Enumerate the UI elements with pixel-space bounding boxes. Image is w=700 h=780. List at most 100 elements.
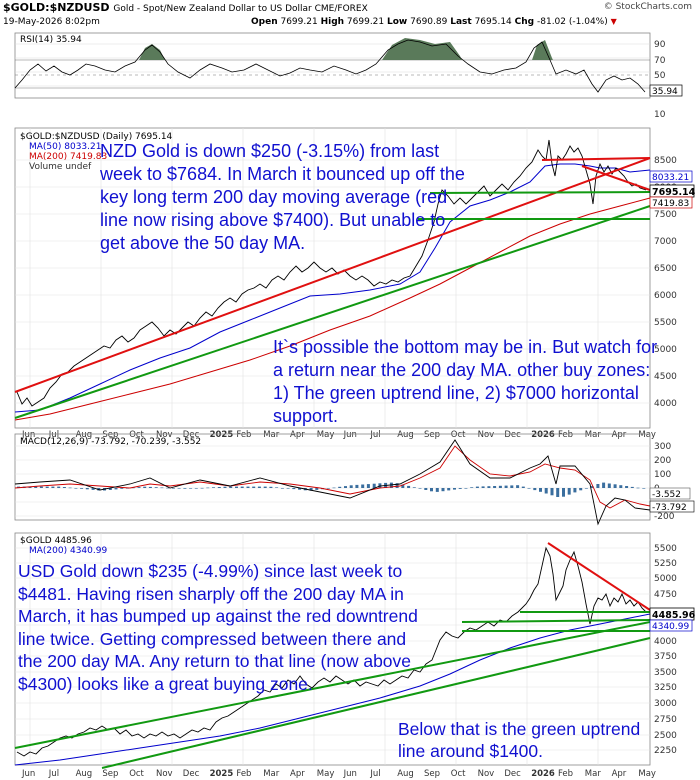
- macd-histogram-bar: [344, 486, 347, 488]
- macd-histogram-bar: [200, 487, 204, 489]
- macd-histogram-bar: [189, 488, 193, 489]
- usd-x-axis: Jun Jul Aug Sep Oct Nov Dec 2025 Feb Mar Apr May Jun…: [21, 769, 656, 779]
- usd-panel: [14, 532, 651, 766]
- nzd-tick-6500: 6500: [654, 264, 677, 274]
- macd-histogram-bar: [332, 487, 336, 489]
- nzd-tick-4000: 4000: [654, 399, 677, 409]
- nzd-green-uptrend: [14, 205, 651, 419]
- x-tick-label: Aug: [76, 430, 93, 440]
- macd-histogram-bar: [269, 486, 273, 488]
- nzd-legend-ma50: MA(50) 8033.21: [29, 142, 101, 152]
- macd-histogram-bar: [223, 486, 227, 488]
- nzd-price-line: [16, 139, 647, 407]
- macd-histogram-bar: [573, 488, 577, 493]
- macd-histogram-bar: [28, 486, 32, 488]
- macd-legend: MACD(12,26,9) -73.792, -70.239, -3.552: [20, 437, 201, 447]
- x-tick-label: Sep: [102, 430, 118, 440]
- x-tick-label: Mar: [585, 430, 602, 440]
- macd-histogram-bar: [584, 488, 588, 489]
- usd-main-annotation: USD Gold down $235 (-4.99%) since last w…: [18, 561, 418, 694]
- x-tick-label: 2026: [531, 430, 555, 440]
- symbol-description: Gold - Spot/New Zealand Dollar to US Dol…: [113, 4, 368, 14]
- x-tick-label: Dec: [183, 430, 200, 440]
- rsi-overbought-fill: [139, 38, 553, 60]
- macd-histogram-bar: [108, 488, 112, 490]
- macd-histogram-bar: [235, 486, 238, 488]
- macd-histogram-bar: [372, 483, 376, 488]
- usd-tick-4750: 4750: [654, 590, 677, 600]
- macd-value-tag: [649, 500, 695, 513]
- nzd-ma50-tag-label: 8033.21: [652, 173, 689, 183]
- macd-histogram-bar: [630, 486, 634, 488]
- macd-histogram-bar: [521, 486, 525, 488]
- x-tick-label: Jul: [369, 769, 380, 779]
- nzd-tick-8500: 8500: [654, 156, 677, 166]
- macd-histogram-bar: [567, 488, 571, 495]
- macd-histogram-bar: [292, 488, 296, 490]
- macd-histogram-bar: [114, 488, 118, 490]
- rsi-legend: RSI(14) 35.94: [20, 35, 82, 45]
- usd-legend-ma200: MA(200) 4340.99: [29, 546, 107, 556]
- nzd-red-short-trend: [581, 165, 651, 191]
- x-tick-label: Dec: [504, 769, 521, 779]
- macd-histogram-bar: [550, 488, 554, 496]
- macd-tick-300: 300: [654, 442, 671, 452]
- macd-histogram-bar: [62, 487, 66, 488]
- macd-histogram-bar: [636, 487, 640, 489]
- macd-histogram-bar: [418, 488, 422, 489]
- x-tick-label: Sep: [424, 430, 440, 440]
- usd-tick-2250: 2250: [654, 746, 677, 756]
- macd-histogram-bar: [74, 488, 78, 489]
- ohlc-readout: Open 7699.21 High 7699.21 Low 7690.89 La…: [251, 17, 617, 27]
- macd-histogram-bar: [539, 488, 542, 492]
- usd-uptrend-annotation: Below that is the green uptrend line aro…: [398, 719, 641, 761]
- nzd-x-axis: Jun Jul Aug Sep Oct Nov Dec 2025 Feb Mar Apr May Jun…: [21, 430, 656, 440]
- usd-tick-3500: 3500: [654, 668, 677, 678]
- macd-histogram-bar: [45, 486, 49, 488]
- macd-histogram-bar: [607, 483, 611, 488]
- macd-histogram-bar: [275, 487, 279, 488]
- down-triangle-icon: ▼: [610, 17, 617, 26]
- nzd-tick-7000: 7000: [654, 237, 677, 247]
- usd-ma200-tag: [649, 619, 693, 632]
- macd-histogram-bar: [453, 488, 456, 490]
- nzd-legend-ma200: MA(200) 7419.83: [29, 152, 107, 162]
- usd-green-uptrend: [14, 621, 651, 749]
- macd-histogram-bar: [120, 488, 124, 489]
- nzd-ma200-tag: [649, 196, 693, 209]
- macd-histogram-bar: [57, 486, 61, 488]
- macd-histogram-bar: [212, 487, 215, 488]
- macd-histogram-bar: [435, 488, 439, 492]
- macd-histogram-bar: [527, 488, 531, 489]
- x-tick-label: May: [638, 430, 656, 440]
- x-tick-label: Feb: [236, 769, 251, 779]
- macd-histogram-bar: [68, 487, 72, 489]
- nzd-ma50-tag: [649, 170, 693, 183]
- macd-histogram-bar: [34, 486, 38, 488]
- chart-header: $GOLD:$NZDUSD Gold - Spot/New Zealand Do…: [0, 0, 700, 32]
- macd-histogram-bar: [401, 484, 405, 488]
- macd-histogram-bar: [504, 485, 508, 488]
- macd-histogram-bar: [171, 488, 175, 489]
- x-tick-label: Apr: [290, 430, 305, 440]
- macd-histogram-bar: [166, 487, 170, 489]
- usd-ma200-tag-label: 4340.99: [652, 622, 689, 632]
- x-tick-label: Nov: [478, 430, 495, 440]
- macd-histogram-bar: [642, 488, 646, 489]
- x-tick-label: Nov: [156, 430, 173, 440]
- usd-tick-5000: 5000: [654, 574, 677, 584]
- macd-histogram-bar: [177, 488, 181, 489]
- macd-histogram-bar: [39, 486, 43, 488]
- macd-histogram-bar: [298, 488, 302, 490]
- x-tick-label: Dec: [183, 769, 200, 779]
- macd-histogram-bar: [447, 488, 451, 491]
- macd-histogram-bar: [361, 484, 365, 488]
- macd-histogram-bar: [85, 488, 89, 490]
- macd-histogram-bar: [625, 486, 629, 488]
- macd-histogram-bar: [309, 488, 313, 491]
- symbol-title: $GOLD:$NZDUSD Gold - Spot/New Zealand Do…: [3, 1, 368, 14]
- macd-histogram-bar: [154, 487, 158, 488]
- usd-price-line: [16, 546, 647, 757]
- macd-histogram-bar: [596, 484, 600, 488]
- x-tick-label: May: [317, 430, 335, 440]
